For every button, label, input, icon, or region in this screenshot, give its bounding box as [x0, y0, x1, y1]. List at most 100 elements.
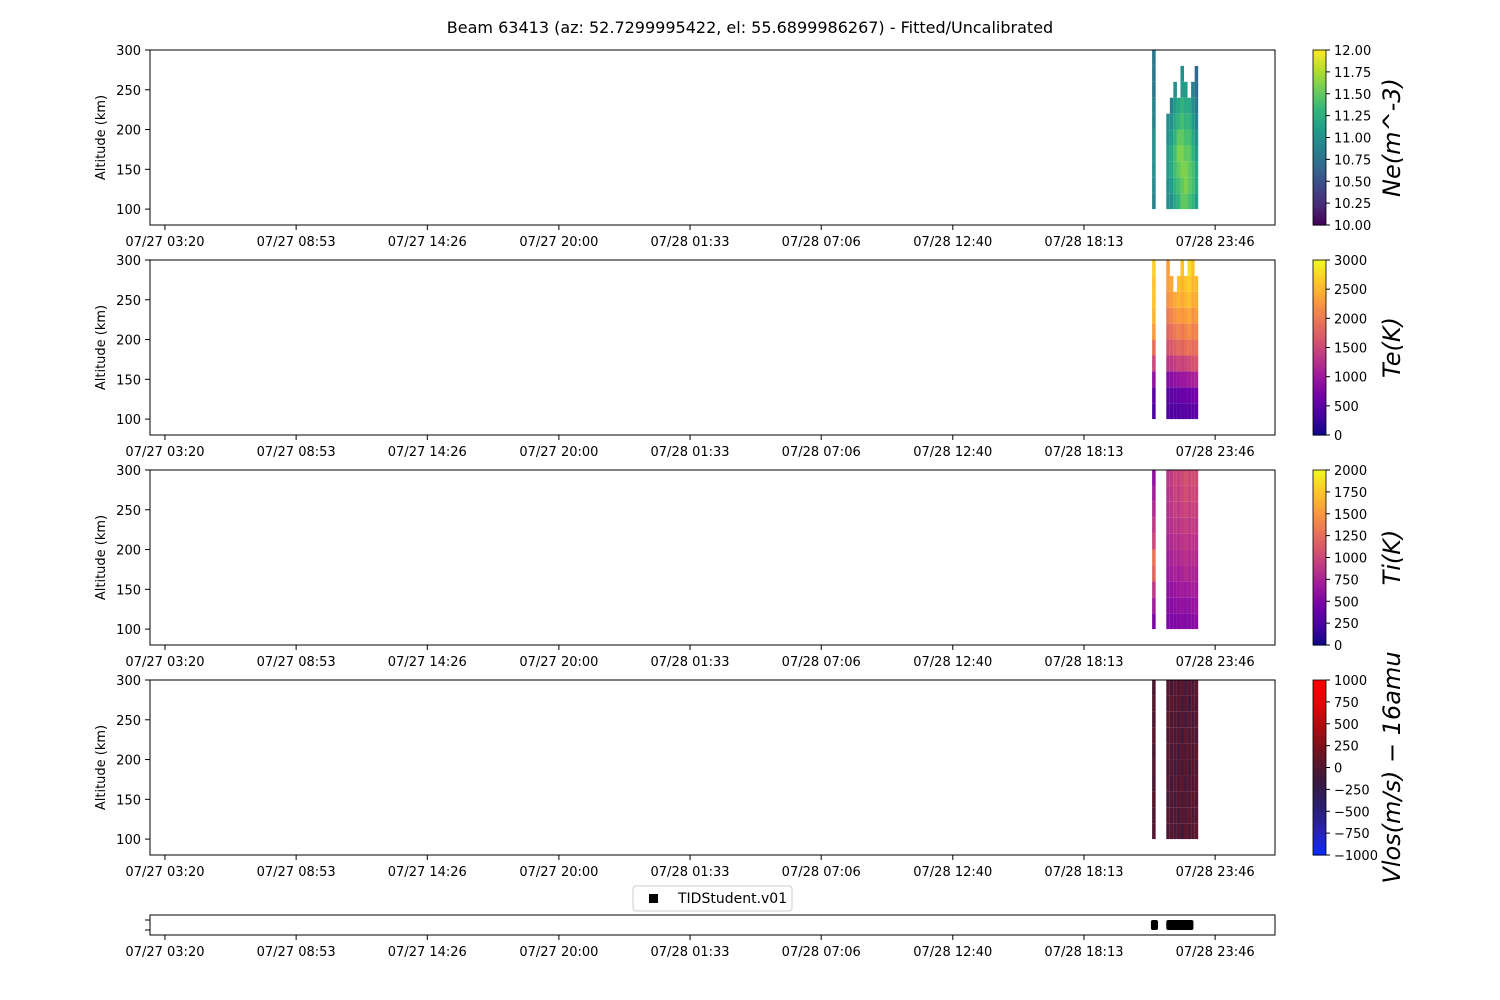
- y-tick-label: 250: [116, 714, 141, 729]
- heatmap-cell: [1176, 680, 1181, 696]
- heatmap-cell: [1173, 403, 1177, 420]
- heatmap-cell: [1176, 759, 1181, 776]
- colorbar-segment: [1313, 604, 1326, 608]
- heatmap-cell: [1194, 565, 1199, 582]
- heatmap-cell: [1166, 517, 1170, 534]
- colorbar-segment: [1313, 822, 1326, 827]
- colorbar-segment: [1313, 598, 1326, 602]
- colorbar-segment: [1313, 423, 1326, 427]
- heatmap-cell: [1184, 549, 1188, 566]
- heatmap-cell: [1152, 743, 1156, 760]
- colorbar-tick-label: −500: [1334, 805, 1370, 820]
- heatmap-cell: [1166, 807, 1170, 824]
- colorbar-tick-label: 0: [1334, 429, 1342, 444]
- heatmap-cell: [1187, 581, 1192, 598]
- colorbar-segment: [1313, 402, 1326, 407]
- heatmap-cell: [1166, 323, 1170, 340]
- heatmap-cell: [1173, 517, 1177, 534]
- heatmap-cell: [1184, 275, 1188, 292]
- heatmap-cell: [1191, 565, 1195, 582]
- x-tick-label: 07/27 14:26: [388, 655, 467, 670]
- heatmap-cell: [1166, 695, 1170, 712]
- x-tick-label: 07/28 23:46: [1176, 235, 1255, 250]
- heatmap-cell: [1187, 339, 1192, 356]
- colorbar-segment: [1313, 569, 1326, 573]
- x-tick-label: 07/27 03:20: [125, 445, 204, 460]
- colorbar-segment: [1313, 367, 1326, 372]
- heatmap-cell: [1180, 597, 1185, 614]
- x-tick-label: 07/28 12:40: [913, 865, 992, 880]
- colorbar-segment: [1313, 601, 1326, 605]
- x-tick-label: 07/27 20:00: [519, 235, 598, 250]
- colorbar-segment: [1313, 262, 1326, 267]
- colorbar-segment: [1313, 125, 1326, 130]
- colorbar-segment: [1313, 612, 1326, 617]
- x-tick-label: 07/28 07:06: [782, 445, 861, 460]
- heatmap-cell: [1194, 501, 1199, 518]
- heatmap-cell: [1184, 711, 1188, 728]
- track-segment: [1166, 920, 1194, 930]
- colorbar-segment: [1313, 373, 1326, 378]
- x-tick-label: 07/28 23:46: [1176, 865, 1255, 880]
- heatmap-cell: [1194, 193, 1199, 210]
- colorbar-segment: [1313, 344, 1326, 349]
- heatmap-cell: [1187, 193, 1192, 210]
- colorbar-segment: [1313, 420, 1326, 424]
- heatmap-cell: [1173, 743, 1177, 760]
- x-tick-label: 07/28 01:33: [651, 235, 730, 250]
- heatmap-cell: [1166, 403, 1170, 420]
- heatmap-cell: [1176, 323, 1181, 340]
- colorbar-tick-label: 10.00: [1334, 219, 1371, 234]
- heatmap-cell: [1187, 161, 1192, 178]
- panel-3: 100 150 200 250 300 Altitude (km) 07/27 03:20 0…: [94, 464, 1406, 670]
- heatmap-cell: [1194, 807, 1199, 824]
- heatmap-cell: [1180, 129, 1185, 146]
- heatmap-cell: [1180, 113, 1185, 130]
- heatmap-cell: [1191, 145, 1195, 162]
- colorbar-segment: [1313, 764, 1326, 769]
- heatmap-cell: [1176, 743, 1181, 760]
- heatmap-cell: [1191, 791, 1195, 808]
- heatmap-cell: [1152, 533, 1156, 550]
- y-tick-label: 100: [116, 833, 141, 848]
- colorbar-segment: [1313, 490, 1326, 494]
- colorbar-segment: [1313, 99, 1326, 104]
- colorbar-tick-label: 2000: [1334, 464, 1367, 479]
- heatmap-cell: [1191, 260, 1195, 276]
- heatmap-cell: [1191, 549, 1195, 566]
- heatmap-cell: [1191, 597, 1195, 614]
- heatmap-panels: 100 150 200 250 300 Altitude (km) 07/27 03:20 0…: [94, 44, 1406, 884]
- heatmap-cell: [1166, 727, 1170, 744]
- heatmap-cell: [1194, 549, 1199, 566]
- heatmap-cell: [1166, 711, 1170, 728]
- colorbar-segment: [1313, 149, 1326, 153]
- colorbar-segment: [1313, 618, 1326, 623]
- heatmap-cell: [1152, 680, 1156, 696]
- heatmap-cell: [1180, 517, 1185, 534]
- heatmap-cell: [1187, 791, 1192, 808]
- heatmap-cell: [1180, 613, 1185, 630]
- heatmap-cell: [1173, 501, 1177, 518]
- heatmap-cell: [1173, 711, 1177, 728]
- heatmap-cell: [1166, 775, 1170, 792]
- colorbar-segment: [1313, 359, 1326, 363]
- y-tick-label: 250: [116, 294, 141, 309]
- colorbar-segment: [1313, 400, 1326, 404]
- heatmap-cell: [1180, 807, 1185, 824]
- heatmap-cell: [1176, 533, 1181, 550]
- heatmap-cell: [1191, 275, 1195, 292]
- heatmap-cell: [1191, 161, 1195, 178]
- heatmap-cell: [1169, 161, 1174, 178]
- heatmap-cell: [1180, 823, 1185, 840]
- y-tick-label: 200: [116, 544, 141, 559]
- colorbar-segment: [1313, 114, 1326, 118]
- colorbar-segment: [1313, 528, 1326, 532]
- heatmap-cell: [1180, 711, 1185, 728]
- colorbar-segment: [1313, 303, 1326, 308]
- heatmap-cell: [1180, 323, 1185, 340]
- colorbar-segment: [1313, 190, 1326, 194]
- colorbar-tick-label: 750: [1334, 696, 1359, 711]
- colorbar-segment: [1313, 61, 1326, 66]
- heatmap-cell: [1187, 597, 1192, 614]
- heatmap-cell: [1176, 517, 1181, 534]
